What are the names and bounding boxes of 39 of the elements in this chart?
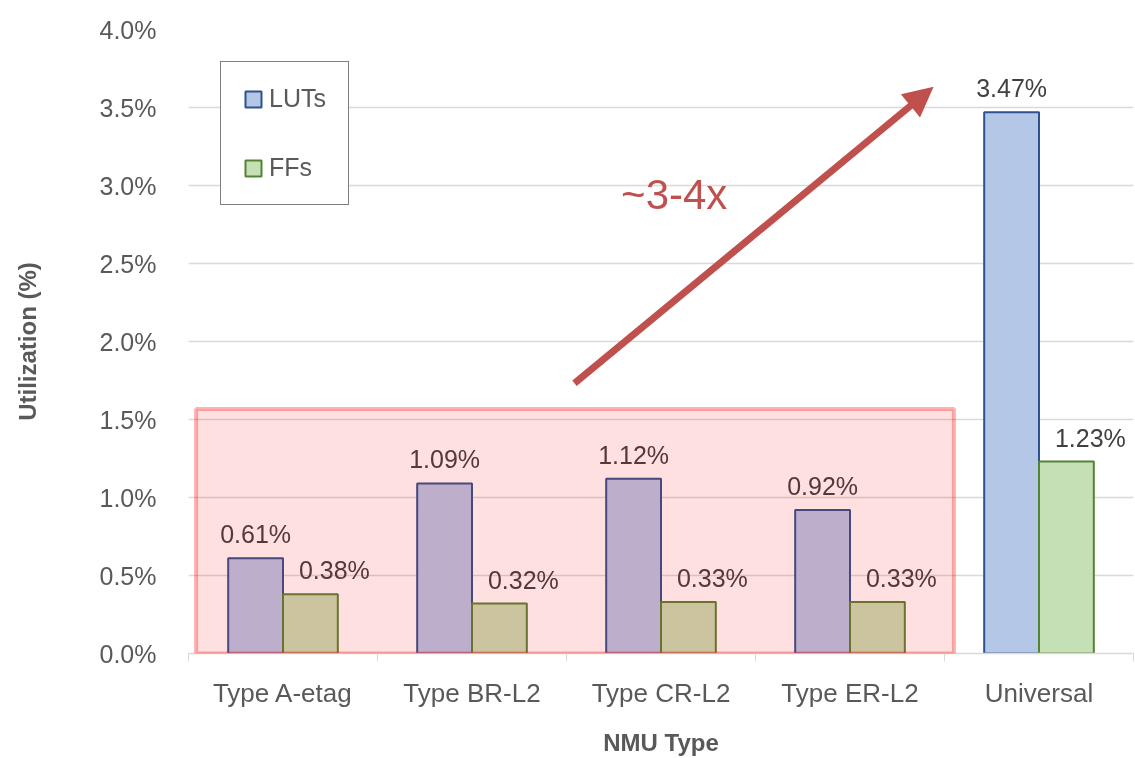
bar: [416, 482, 473, 654]
legend-label: FFs: [269, 153, 313, 182]
y-tick-label: 0.5%: [99, 561, 157, 590]
data-label: 0.33%: [865, 564, 937, 593]
y-axis-title: Utilization (%): [13, 262, 41, 421]
y-tick-label: 1.0%: [99, 483, 157, 512]
data-label: 0.61%: [220, 520, 292, 549]
bar: [849, 601, 906, 654]
data-label: 0.32%: [487, 565, 559, 594]
bar: [605, 477, 662, 654]
x-tick-label: Type ER-L2: [781, 677, 919, 708]
data-label: 0.38%: [298, 556, 370, 585]
data-label: 3.47%: [976, 74, 1048, 103]
annotation: ~3-4x: [621, 170, 728, 218]
y-tick-label: 0.0%: [99, 639, 157, 668]
bar: [794, 508, 851, 654]
data-label: 1.09%: [409, 445, 481, 474]
data-label: 1.12%: [598, 440, 670, 469]
y-tick-label: 4.0%: [99, 15, 157, 44]
y-tick-label: 2.5%: [99, 249, 157, 278]
bar: [471, 602, 528, 654]
y-tick-label: 3.0%: [99, 171, 157, 200]
x-tick-label: Type A-etag: [212, 677, 352, 708]
bar: [1038, 460, 1095, 654]
bar: [660, 601, 717, 654]
bar: [282, 593, 339, 654]
data-label: 1.23%: [1054, 423, 1126, 452]
bar: [227, 557, 284, 654]
y-tick-label: 1.5%: [99, 405, 157, 434]
bar: [983, 111, 1040, 654]
x-tick-label: Type CR-L2: [591, 677, 731, 708]
x-tick-label: Type BR-L2: [403, 677, 541, 708]
x-tick-label: Universal: [984, 677, 1094, 708]
data-label: 0.92%: [787, 471, 859, 500]
x-axis-title: NMU Type: [603, 728, 719, 756]
data-label: 0.33%: [676, 564, 748, 593]
y-tick-label: 3.5%: [99, 93, 157, 122]
legend-label: LUTs: [269, 84, 326, 113]
y-tick-label: 2.0%: [99, 327, 157, 356]
